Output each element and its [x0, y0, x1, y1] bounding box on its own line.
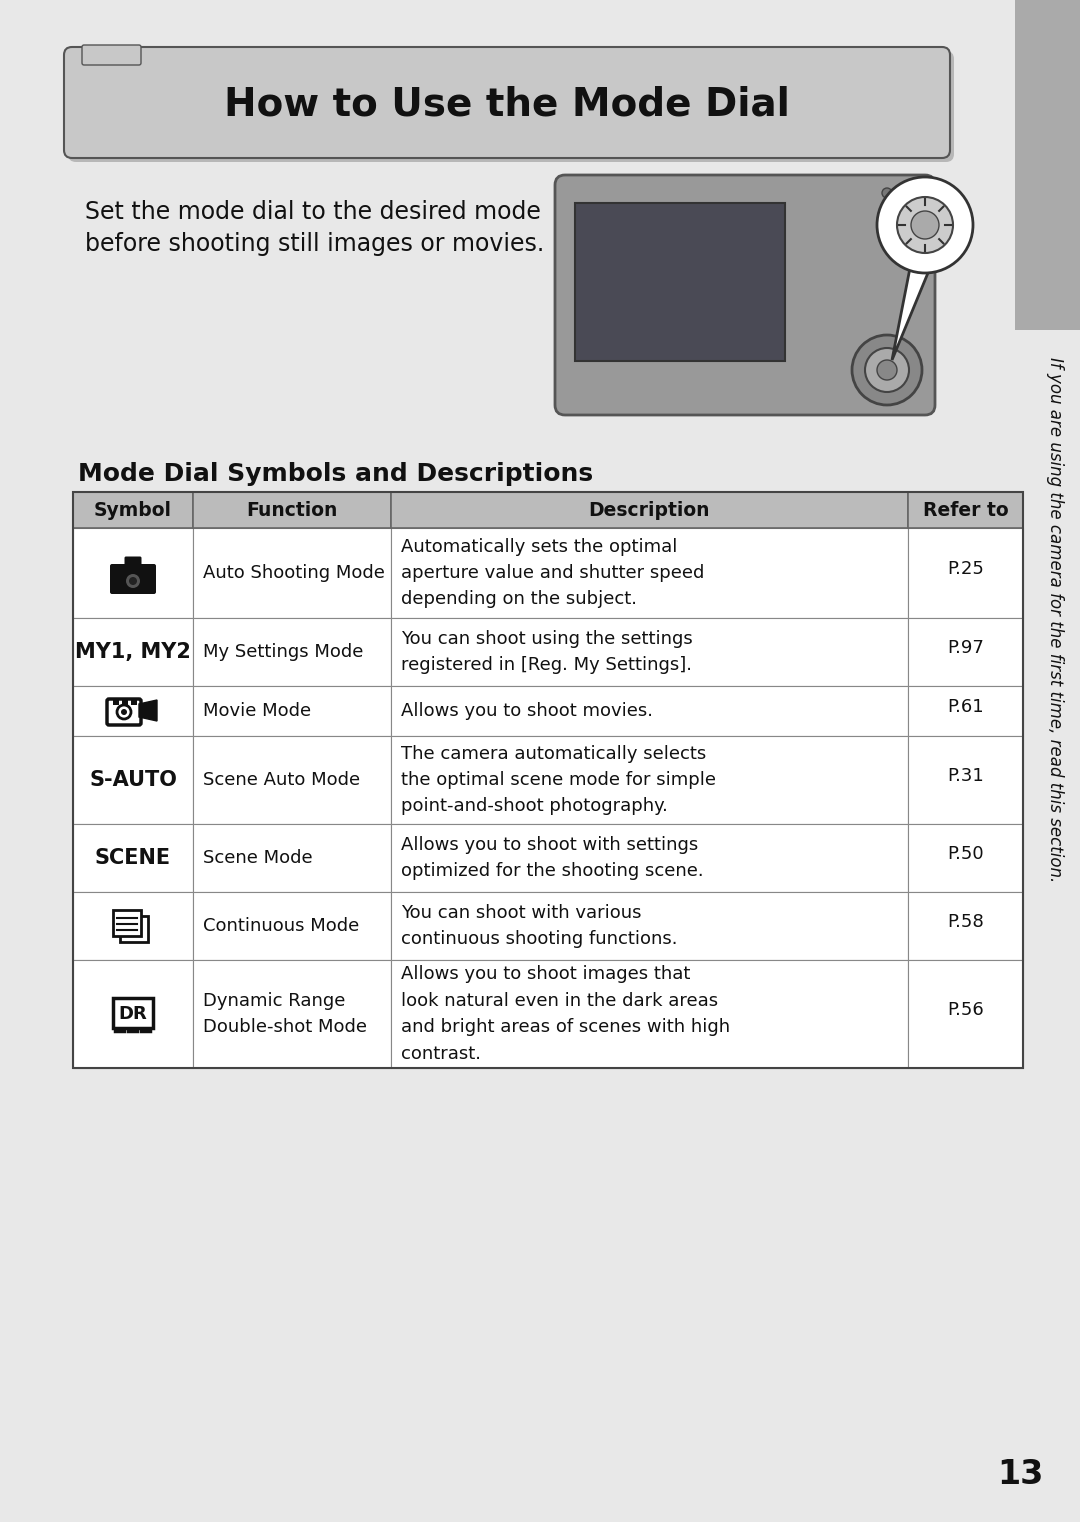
- Bar: [73, 823, 193, 892]
- Bar: [73, 492, 193, 528]
- Bar: [113, 998, 153, 1027]
- Bar: [73, 960, 193, 1068]
- FancyBboxPatch shape: [555, 175, 935, 416]
- Bar: [73, 892, 193, 960]
- Bar: [908, 892, 1023, 960]
- FancyBboxPatch shape: [68, 52, 954, 161]
- Bar: [122, 699, 129, 705]
- Circle shape: [865, 349, 909, 393]
- Text: Allows you to shoot movies.: Allows you to shoot movies.: [401, 702, 653, 720]
- Bar: [193, 686, 391, 737]
- Bar: [908, 823, 1023, 892]
- Text: P.58: P.58: [947, 913, 984, 931]
- Text: My Settings Mode: My Settings Mode: [203, 642, 363, 661]
- Text: Mode Dial Symbols and Descriptions: Mode Dial Symbols and Descriptions: [78, 463, 593, 486]
- Text: Allows you to shoot with settings
optimized for the shooting scene.: Allows you to shoot with settings optimi…: [401, 836, 704, 880]
- Bar: [391, 737, 908, 823]
- Bar: [73, 492, 1023, 1068]
- Circle shape: [877, 361, 897, 380]
- Text: Refer to: Refer to: [922, 501, 1009, 519]
- Polygon shape: [892, 268, 930, 361]
- Text: S-AUTO: S-AUTO: [89, 770, 177, 790]
- Bar: [908, 737, 1023, 823]
- Bar: [193, 823, 391, 892]
- Text: Symbol: Symbol: [94, 501, 172, 519]
- Text: DR: DR: [119, 1005, 147, 1023]
- Text: You can shoot using the settings
registered in [Reg. My Settings].: You can shoot using the settings registe…: [401, 630, 692, 674]
- FancyBboxPatch shape: [110, 565, 156, 594]
- Bar: [73, 686, 193, 737]
- Text: How to Use the Mode Dial: How to Use the Mode Dial: [224, 85, 789, 123]
- Bar: [193, 528, 391, 618]
- Polygon shape: [139, 700, 157, 721]
- Text: SCENE: SCENE: [95, 848, 171, 868]
- Text: Allows you to shoot images that
look natural even in the dark areas
and bright a: Allows you to shoot images that look nat…: [401, 965, 730, 1062]
- Text: Scene Auto Mode: Scene Auto Mode: [203, 772, 360, 788]
- Text: Description: Description: [589, 501, 711, 519]
- FancyBboxPatch shape: [107, 699, 141, 724]
- Text: MY1, MY2: MY1, MY2: [76, 642, 191, 662]
- Text: Dynamic Range
Double-shot Mode: Dynamic Range Double-shot Mode: [203, 992, 367, 1036]
- Text: before shooting still images or movies.: before shooting still images or movies.: [85, 231, 544, 256]
- Bar: [73, 528, 193, 618]
- Circle shape: [877, 177, 973, 272]
- Text: P.56: P.56: [947, 1001, 984, 1020]
- Bar: [391, 618, 908, 686]
- Text: Auto Shooting Mode: Auto Shooting Mode: [203, 565, 384, 581]
- Text: Set the mode dial to the desired mode: Set the mode dial to the desired mode: [85, 199, 541, 224]
- Bar: [391, 823, 908, 892]
- Bar: [73, 618, 193, 686]
- FancyBboxPatch shape: [124, 557, 141, 571]
- Circle shape: [882, 189, 892, 198]
- Bar: [131, 699, 137, 705]
- Circle shape: [121, 709, 127, 715]
- Circle shape: [129, 577, 137, 584]
- Bar: [908, 618, 1023, 686]
- Bar: [391, 686, 908, 737]
- Bar: [908, 960, 1023, 1068]
- Text: 13: 13: [997, 1458, 1043, 1492]
- Bar: [1015, 0, 1080, 330]
- Text: P.61: P.61: [947, 699, 984, 715]
- Text: The camera automatically selects
the optimal scene mode for simple
point-and-sho: The camera automatically selects the opt…: [401, 744, 716, 816]
- Bar: [193, 618, 391, 686]
- Bar: [193, 737, 391, 823]
- Bar: [193, 960, 391, 1068]
- Bar: [908, 492, 1023, 528]
- Circle shape: [123, 571, 143, 591]
- Circle shape: [117, 705, 131, 718]
- Bar: [908, 528, 1023, 618]
- Text: Automatically sets the optimal
aperture value and shutter speed
depending on the: Automatically sets the optimal aperture …: [401, 537, 704, 609]
- Bar: [391, 528, 908, 618]
- FancyBboxPatch shape: [82, 46, 141, 65]
- Text: Movie Mode: Movie Mode: [203, 702, 311, 720]
- Bar: [193, 892, 391, 960]
- Bar: [391, 492, 908, 528]
- Text: Function: Function: [246, 501, 338, 519]
- Bar: [113, 699, 119, 705]
- Circle shape: [897, 192, 908, 202]
- Text: You can shoot with various
continuous shooting functions.: You can shoot with various continuous sh…: [401, 904, 677, 948]
- Text: P.50: P.50: [947, 845, 984, 863]
- Bar: [575, 202, 785, 361]
- Bar: [113, 910, 141, 936]
- Text: P.25: P.25: [947, 560, 984, 578]
- Bar: [120, 916, 148, 942]
- Bar: [391, 960, 908, 1068]
- Circle shape: [126, 574, 140, 587]
- Circle shape: [852, 335, 922, 405]
- Text: If you are using the camera for the first time, read this section.: If you are using the camera for the firs…: [1047, 358, 1064, 883]
- Bar: [73, 737, 193, 823]
- FancyBboxPatch shape: [64, 47, 950, 158]
- Text: P.31: P.31: [947, 767, 984, 785]
- Circle shape: [897, 196, 953, 253]
- Circle shape: [912, 212, 939, 239]
- Bar: [908, 686, 1023, 737]
- Text: P.97: P.97: [947, 639, 984, 658]
- Text: Scene Mode: Scene Mode: [203, 849, 312, 868]
- Text: Continuous Mode: Continuous Mode: [203, 916, 360, 935]
- Bar: [193, 492, 391, 528]
- Bar: [391, 892, 908, 960]
